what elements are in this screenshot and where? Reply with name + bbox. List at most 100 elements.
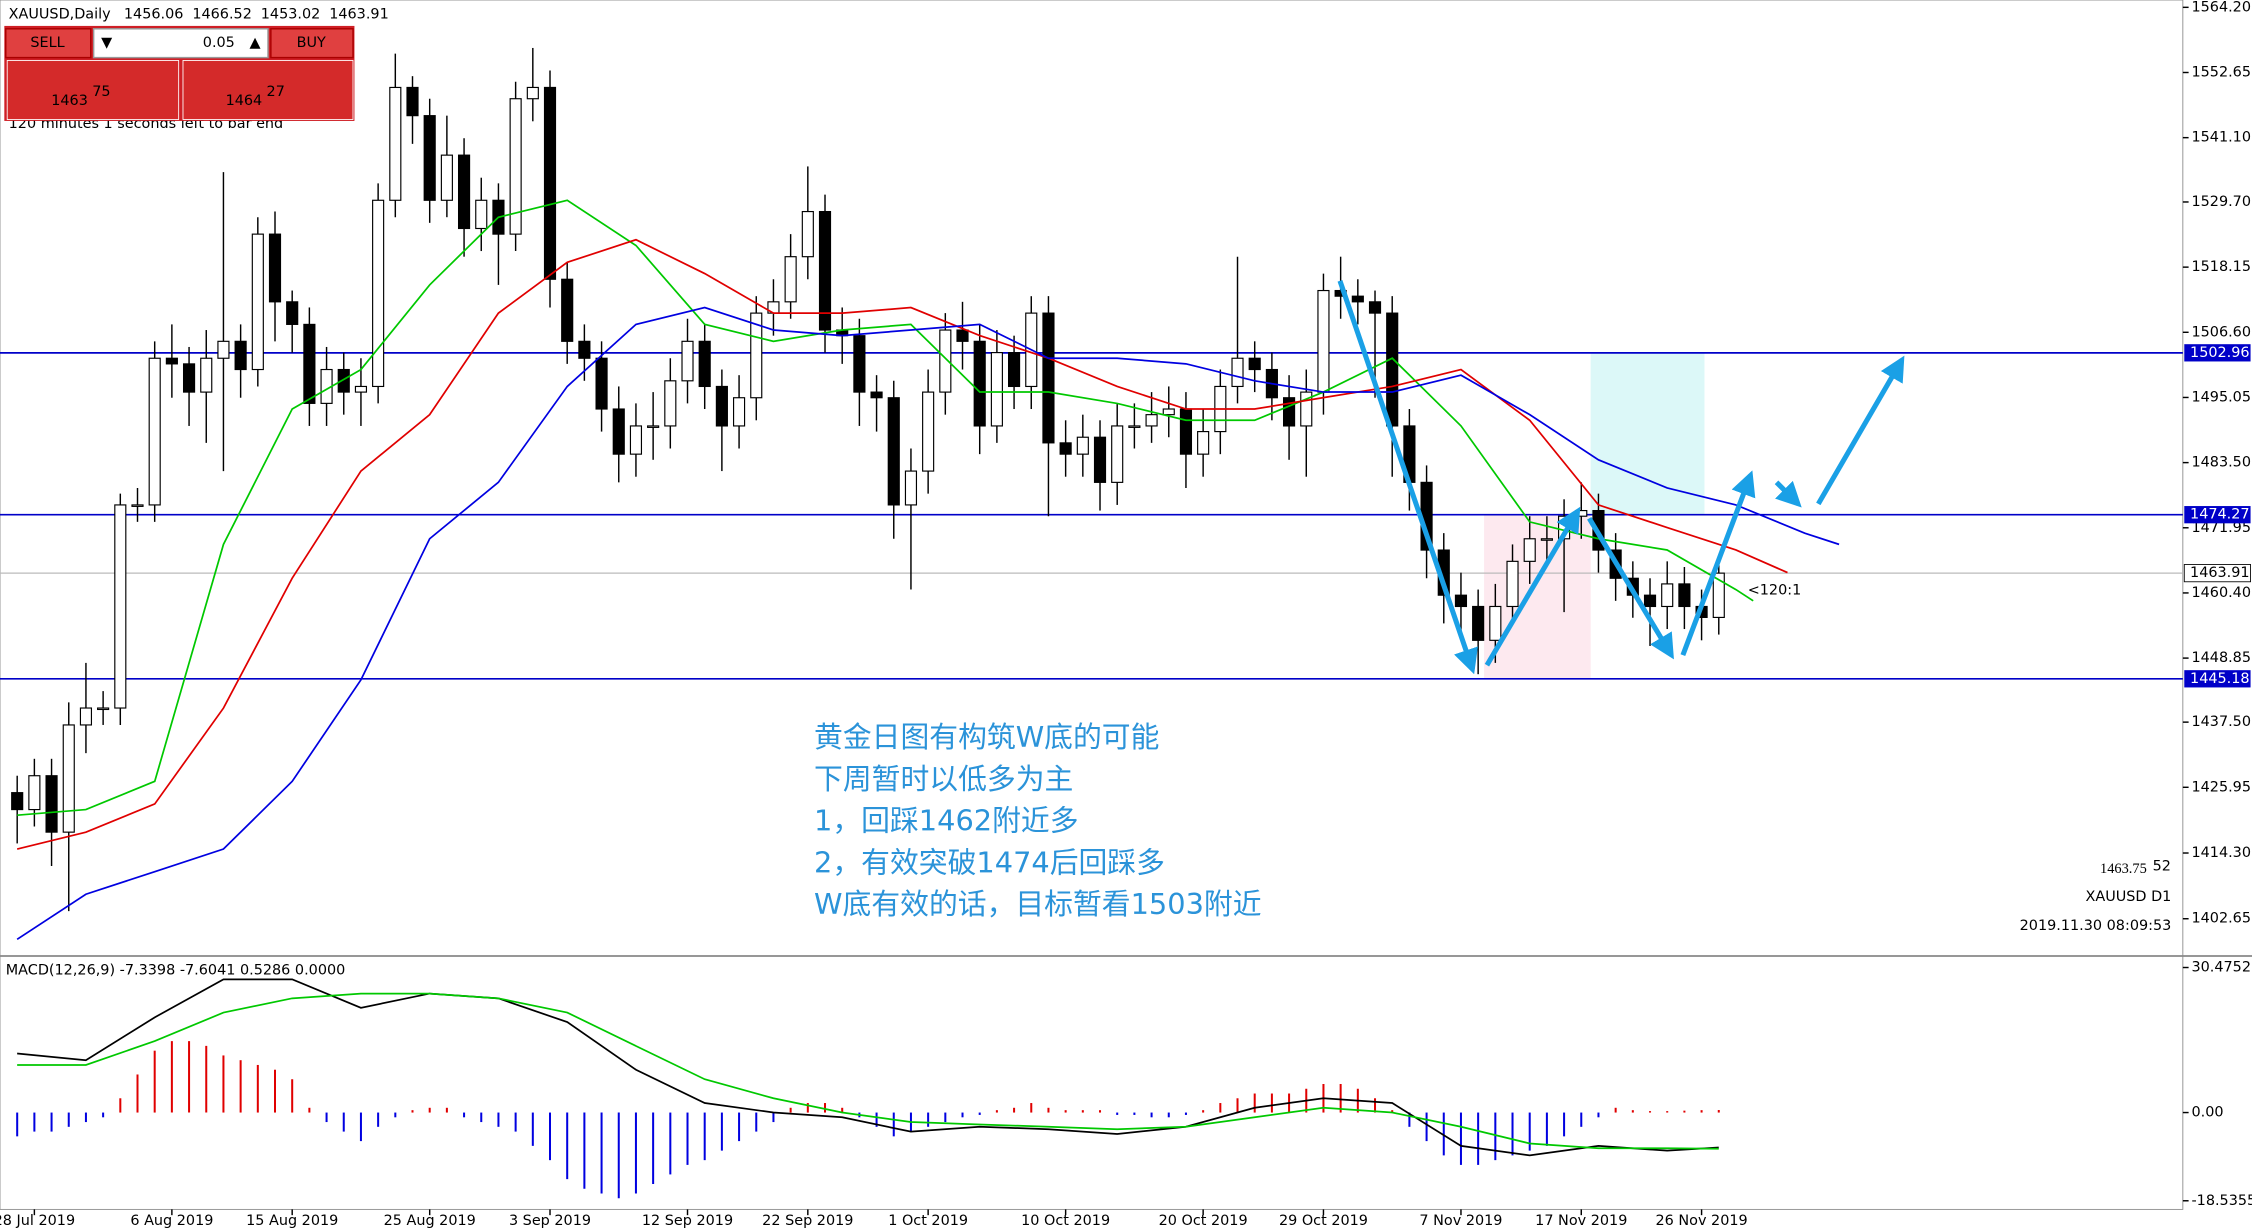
candle-body [1059, 442, 1072, 455]
lot-input[interactable] [92, 28, 269, 59]
lot-value: 0.05 [203, 35, 235, 51]
candle-body [1506, 560, 1519, 608]
note-line: W底有效的话，目标暂看1503附近 [814, 887, 1261, 921]
ratio-label: <120:1 [1748, 582, 1802, 598]
y-tick-label: 1529.70 [2191, 194, 2251, 210]
candle-body [234, 340, 247, 371]
low: 1453.02 [261, 6, 321, 22]
candle-body [286, 301, 299, 325]
candle-body [268, 233, 282, 303]
indicator-line [16, 238, 1788, 850]
arrow [1680, 470, 1756, 656]
candle-body [818, 210, 832, 331]
candle-body [1283, 397, 1296, 427]
buy-price-pips: 27 [267, 84, 285, 100]
zone-pink [1484, 513, 1591, 679]
candle-body [647, 425, 660, 428]
y-tick-label: 1460.40 [2191, 585, 2251, 601]
candle-body [11, 792, 24, 811]
level-label: 1502.96 [2190, 345, 2250, 361]
zone-cyan [1590, 352, 1705, 514]
open: 1456.06 [124, 6, 184, 22]
indicator-line [17, 992, 1719, 1150]
candle-body [664, 380, 677, 427]
sell-button[interactable] [5, 28, 92, 59]
note-line: 黄金日图有构筑W底的可能 [814, 720, 1159, 754]
buy-button[interactable] [270, 28, 354, 59]
candle-body [1317, 289, 1330, 393]
candle-body [595, 357, 608, 410]
candle-body [440, 154, 453, 201]
candle-body [1454, 594, 1468, 608]
indicator-line [16, 306, 1840, 941]
plot-frame [0, 0, 2184, 1210]
candle-body [681, 340, 694, 382]
x-tick-label: 28 Jul 2019 [0, 1213, 75, 1229]
macd-main: -7.3398 [120, 962, 176, 978]
candle-body [303, 323, 316, 404]
candle-body [939, 329, 952, 393]
candle-body [629, 425, 643, 455]
level-label: 1474.27 [2190, 507, 2250, 523]
lot-down[interactable]: ▼ [101, 35, 113, 51]
candle-body [1661, 583, 1674, 608]
candle-body [182, 363, 196, 393]
candle-body [1386, 312, 1399, 427]
arrow [1337, 279, 1478, 675]
candle-body [1231, 357, 1244, 388]
macd-signal: -7.6041 [180, 962, 236, 978]
y-tick-label: 1541.10 [2191, 130, 2251, 146]
y-tick-label: 1483.50 [2191, 455, 2251, 471]
y-tick-label: 1448.85 [2191, 650, 2251, 666]
candle-body [561, 278, 574, 342]
symbol: XAUUSD,Daily [9, 6, 111, 22]
y-tick-label: 1564.20 [2191, 0, 2251, 15]
candle-body [1128, 425, 1141, 428]
x-tick-label: 1 Oct 2019 [888, 1213, 968, 1229]
candle-body [217, 340, 230, 359]
candle-body [698, 340, 711, 388]
bid-price: 1463.75 [2100, 861, 2147, 877]
candle-body [509, 98, 522, 235]
buy-price-box[interactable] [182, 60, 354, 120]
candle-body [1093, 436, 1107, 483]
buy-price-main: 1464 [226, 93, 263, 109]
x-tick-label: 29 Oct 2019 [1279, 1213, 1368, 1229]
candle-body [148, 357, 161, 506]
candle-body [612, 408, 625, 455]
close: 1463.91 [329, 6, 389, 22]
indicator-line [17, 978, 1719, 1157]
candle-body [97, 707, 110, 711]
y-tick-label: 1518.15 [2191, 259, 2251, 275]
y-tick-label: 1425.95 [2191, 779, 2251, 795]
level-tag [2184, 670, 2251, 688]
candle-body [165, 357, 178, 365]
candle-body [1678, 583, 1691, 608]
price-tag-label: 1463.91 [2190, 565, 2250, 581]
x-tick-label: 10 Oct 2019 [1021, 1213, 1110, 1229]
arrow [1484, 506, 1581, 667]
candle-body [28, 775, 41, 811]
price-tag [2183, 564, 2251, 583]
arrows [1337, 279, 1905, 675]
x-tick-label: 7 Nov 2019 [1419, 1213, 1502, 1229]
level-tag [2184, 506, 2251, 524]
level-tag [2184, 344, 2251, 362]
note-line: 1，回踩1462附近多 [814, 804, 1078, 838]
candle-body [1248, 357, 1261, 371]
candle-body [1643, 594, 1657, 608]
candle-body [956, 329, 969, 342]
sell-price-main: 1463 [51, 93, 88, 109]
candle-body [1076, 436, 1089, 455]
sell-price-box[interactable] [6, 60, 180, 120]
high: 1466.52 [192, 6, 252, 22]
chart-header: XAUUSD,Daily 1456.06 1466.52 1453.02 146… [9, 6, 389, 22]
candle-body [543, 86, 557, 280]
x-tick-label: 26 Nov 2019 [1655, 1213, 1747, 1229]
candle-body [475, 199, 488, 230]
candle-body [578, 340, 591, 359]
candle-body [372, 199, 385, 388]
x-tick-label: 12 Sep 2019 [642, 1213, 733, 1229]
lot-up[interactable]: ▲ [249, 35, 261, 51]
